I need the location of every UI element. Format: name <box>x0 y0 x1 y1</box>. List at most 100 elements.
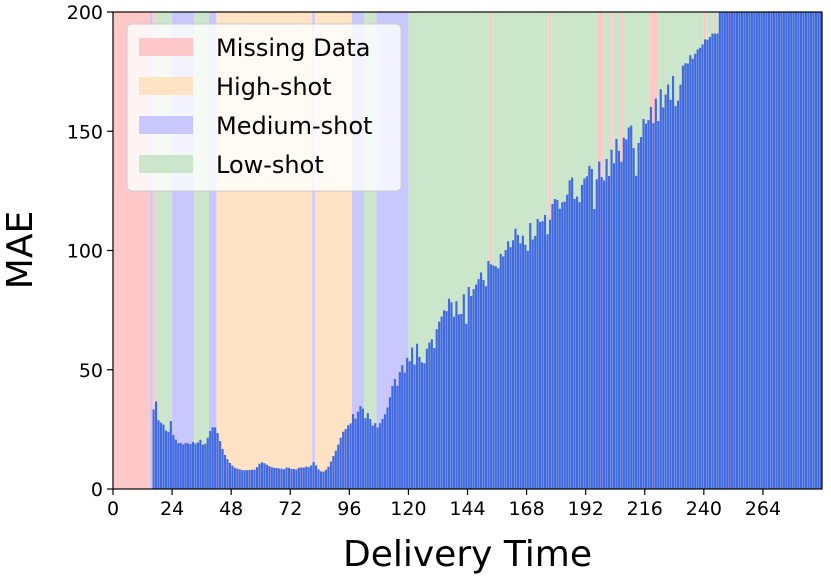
x-tick-label: 192 <box>568 498 604 520</box>
bar <box>733 12 736 489</box>
bar <box>253 469 256 489</box>
bar <box>312 462 315 489</box>
bar <box>408 361 411 489</box>
x-tick-label: 96 <box>337 498 361 520</box>
bar <box>630 125 633 489</box>
bar <box>721 12 724 489</box>
region-medium-shot <box>149 12 153 489</box>
bar <box>280 468 283 489</box>
bar <box>504 250 507 489</box>
bar <box>258 463 261 489</box>
legend-box <box>126 23 402 192</box>
bar <box>743 12 746 489</box>
bar <box>211 427 214 489</box>
bar <box>681 65 684 489</box>
bar <box>423 363 426 489</box>
bar <box>703 39 707 490</box>
bar <box>376 427 379 489</box>
bar <box>590 168 593 490</box>
bar <box>411 347 414 489</box>
y-axis: 0 50 100 150 200 <box>67 2 113 501</box>
bar <box>364 418 367 489</box>
bar <box>361 408 364 489</box>
y-tick-label: 200 <box>67 2 103 24</box>
bar <box>290 468 293 489</box>
x-tick-label: 168 <box>508 498 544 520</box>
bar <box>460 313 463 489</box>
bar <box>753 12 756 489</box>
bar <box>386 407 389 489</box>
bar <box>418 356 421 489</box>
bar <box>243 470 246 489</box>
bar <box>553 198 556 489</box>
bar <box>351 414 355 489</box>
mae-bars <box>152 12 822 490</box>
bar <box>169 421 172 489</box>
region-missing-data <box>782 12 788 489</box>
bar <box>657 120 660 489</box>
bar <box>297 467 300 489</box>
bar <box>189 444 192 489</box>
bar <box>472 289 475 489</box>
bar <box>573 198 576 489</box>
bar <box>445 311 448 489</box>
bar <box>329 461 332 489</box>
bar <box>393 379 396 489</box>
bar <box>179 442 182 489</box>
legend-swatch-missing-data <box>139 38 193 56</box>
x-tick-label: 24 <box>160 498 184 520</box>
bar <box>494 266 497 489</box>
region-missing-data <box>597 12 603 489</box>
bar <box>605 158 608 489</box>
x-tick-label: 0 <box>107 498 119 520</box>
bar <box>536 219 539 489</box>
bar <box>359 406 362 489</box>
bar <box>526 250 529 489</box>
bar <box>344 429 347 489</box>
bar <box>273 467 276 489</box>
bar <box>221 448 224 489</box>
bar <box>248 469 251 489</box>
bar <box>157 420 160 489</box>
bar <box>578 202 581 489</box>
bar <box>322 471 325 489</box>
x-tick-label: 120 <box>390 498 426 520</box>
bar <box>615 138 618 489</box>
bar <box>484 286 488 489</box>
bar <box>347 425 350 489</box>
bar <box>534 235 537 489</box>
bar <box>632 148 635 489</box>
bar <box>755 12 758 489</box>
bar <box>184 442 187 489</box>
bar <box>438 321 441 489</box>
bar <box>804 12 808 489</box>
bar <box>457 314 460 489</box>
bar <box>541 221 544 490</box>
bar <box>519 243 522 489</box>
bar <box>497 268 500 489</box>
bar <box>285 467 288 489</box>
bar <box>315 465 318 489</box>
bar <box>585 176 588 489</box>
region-missing-data <box>489 12 493 489</box>
bar <box>819 12 822 489</box>
bar <box>452 316 456 489</box>
bar <box>644 123 648 490</box>
bar <box>475 284 478 489</box>
bar <box>388 397 392 489</box>
bar <box>383 414 387 489</box>
bar <box>543 214 547 489</box>
bar <box>366 413 369 489</box>
bar <box>492 265 495 489</box>
bar <box>514 228 517 489</box>
region-medium-shot <box>312 12 315 489</box>
bar <box>479 272 483 489</box>
bar <box>191 442 195 489</box>
bar <box>731 12 734 489</box>
bar <box>600 177 603 490</box>
bar <box>726 12 729 489</box>
bar <box>152 409 155 489</box>
bar <box>398 372 401 489</box>
bar <box>278 468 281 489</box>
bar <box>164 430 168 489</box>
